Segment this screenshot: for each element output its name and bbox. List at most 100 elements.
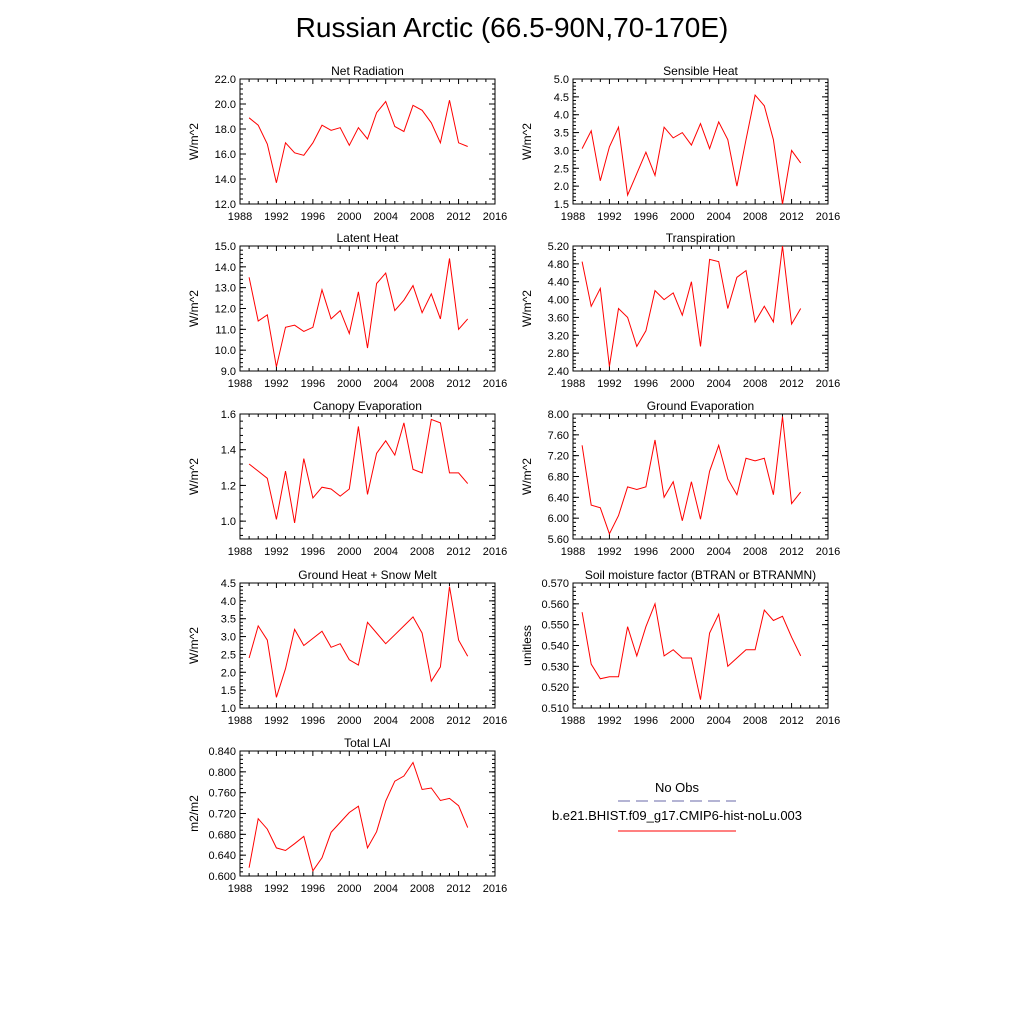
- x-tick-label: 2012: [446, 378, 470, 390]
- x-tick-label: 2016: [816, 546, 840, 558]
- y-tick-label: 0.560: [541, 599, 569, 611]
- x-tick-label: 1988: [561, 546, 585, 558]
- x-tick-label: 1996: [301, 378, 325, 390]
- x-tick-label: 2012: [446, 546, 470, 558]
- chart-panel: Ground Heat + Snow Melt W/m^2 1988 1992 1996…: [187, 568, 507, 727]
- x-tick-label: 2008: [743, 211, 767, 223]
- x-tick-label: 2000: [337, 546, 361, 558]
- x-tick-label: 2008: [410, 715, 434, 727]
- y-tick-label: 2.0: [554, 181, 569, 193]
- panel-title: Ground Evaporation: [647, 399, 754, 413]
- chart-panel: Net Radiation W/m^2 1988 1992 1996 2000 2004 20…: [187, 64, 507, 223]
- x-tick-label: 2012: [779, 546, 803, 558]
- y-tick-label: 11.0: [215, 324, 236, 336]
- x-tick-label: 2000: [670, 546, 694, 558]
- x-tick-label: 1988: [228, 883, 252, 895]
- y-tick-label: 3.5: [554, 128, 569, 140]
- x-tick-label: 1996: [634, 715, 658, 727]
- y-tick-label: 18.0: [215, 124, 236, 136]
- y-axis-label: W/m^2: [520, 290, 534, 327]
- plot-frame: [572, 413, 829, 540]
- y-tick-label: 0.540: [541, 641, 569, 653]
- x-tick-label: 1996: [301, 883, 325, 895]
- x-tick-label: 2012: [779, 378, 803, 390]
- panel-title: Latent Heat: [336, 231, 399, 245]
- y-tick-label: 1.5: [554, 199, 569, 211]
- x-tick-label: 2008: [410, 546, 434, 558]
- y-tick-label: 1.2: [221, 480, 236, 492]
- x-tick-label: 1988: [228, 378, 252, 390]
- series-line: [248, 100, 468, 183]
- x-tick-label: 2012: [446, 211, 470, 223]
- x-tick-label: 2000: [337, 378, 361, 390]
- y-tick-label: 16.0: [215, 149, 236, 161]
- x-tick-label: 1988: [228, 211, 252, 223]
- y-tick-label: 3.5: [221, 614, 236, 626]
- series-line: [581, 416, 802, 536]
- x-tick-label: 2004: [373, 378, 397, 390]
- legend: No Obs b.e21.BHIST.f09_g17.CMIP6-hist-no…: [552, 780, 802, 832]
- y-tick-label: 0.720: [208, 809, 236, 821]
- x-tick-label: 1996: [301, 211, 325, 223]
- y-tick-label: 0.760: [208, 788, 236, 800]
- y-tick-label: 0.600: [208, 871, 236, 883]
- x-tick-label: 1992: [597, 378, 621, 390]
- y-tick-label: 13.0: [215, 283, 236, 295]
- y-axis-label: W/m^2: [187, 458, 201, 495]
- x-tick-label: 2004: [373, 211, 397, 223]
- y-tick-label: 4.0: [221, 596, 236, 608]
- x-tick-label: 2016: [816, 715, 840, 727]
- x-tick-label: 2008: [410, 211, 434, 223]
- x-tick-label: 2000: [670, 715, 694, 727]
- y-tick-label: 1.5: [221, 685, 236, 697]
- y-axis-label: unitless: [520, 625, 534, 666]
- y-tick-label: 4.40: [548, 277, 569, 289]
- y-tick-label: 6.40: [548, 492, 569, 504]
- x-tick-label: 1992: [264, 378, 288, 390]
- x-tick-label: 2000: [337, 883, 361, 895]
- chart-panel: Sensible Heat W/m^2 1988 1992 1996 2000 2004 20…: [520, 64, 840, 223]
- x-tick-label: 2000: [670, 211, 694, 223]
- x-tick-label: 2008: [743, 378, 767, 390]
- x-tick-label: 1996: [634, 211, 658, 223]
- y-tick-label: 20.0: [215, 99, 236, 111]
- chart-panel: Canopy Evaporation W/m^2 1988 1992 1996 2000 2…: [187, 399, 507, 558]
- x-tick-label: 1996: [301, 715, 325, 727]
- y-axis-label: W/m^2: [187, 290, 201, 327]
- y-tick-label: 10.0: [215, 345, 236, 357]
- figure-title: Russian Arctic (66.5-90N,70-170E): [295, 12, 729, 43]
- y-tick-label: 1.0: [221, 703, 236, 715]
- plot-frame: [572, 582, 829, 709]
- x-tick-label: 2016: [483, 715, 507, 727]
- panel-title: Transpiration: [666, 231, 736, 245]
- x-tick-label: 2004: [706, 378, 730, 390]
- panel-title: Soil moisture factor (BTRAN or BTRANMN): [585, 568, 816, 582]
- x-tick-label: 2004: [706, 211, 730, 223]
- y-tick-label: 4.80: [548, 259, 569, 271]
- y-axis-label: W/m^2: [187, 123, 201, 160]
- series-line: [248, 418, 469, 523]
- plot-frame: [239, 750, 496, 877]
- series-line: [248, 258, 469, 367]
- panel-title: Canopy Evaporation: [313, 399, 422, 413]
- x-tick-label: 2000: [670, 378, 694, 390]
- y-tick-label: 3.0: [554, 145, 569, 157]
- y-tick-label: 2.0: [221, 667, 236, 679]
- y-tick-label: 1.0: [221, 516, 236, 528]
- y-tick-label: 4.0: [554, 110, 569, 122]
- x-tick-label: 2016: [816, 378, 840, 390]
- y-axis-label: W/m^2: [187, 627, 201, 664]
- x-tick-label: 1992: [597, 546, 621, 558]
- y-tick-label: 9.0: [221, 366, 236, 378]
- chart-panel: Latent Heat W/m^2 1988 1992 1996 2000 2004 2008…: [187, 231, 507, 390]
- series-line: [581, 245, 802, 367]
- x-tick-label: 2008: [743, 546, 767, 558]
- y-tick-label: 14.0: [215, 174, 236, 186]
- series-line: [248, 586, 469, 698]
- y-tick-label: 12.0: [215, 199, 236, 211]
- y-tick-label: 0.570: [541, 578, 569, 590]
- y-tick-label: 2.80: [548, 348, 569, 360]
- y-tick-label: 8.00: [548, 409, 569, 421]
- y-tick-label: 5.0: [554, 74, 569, 86]
